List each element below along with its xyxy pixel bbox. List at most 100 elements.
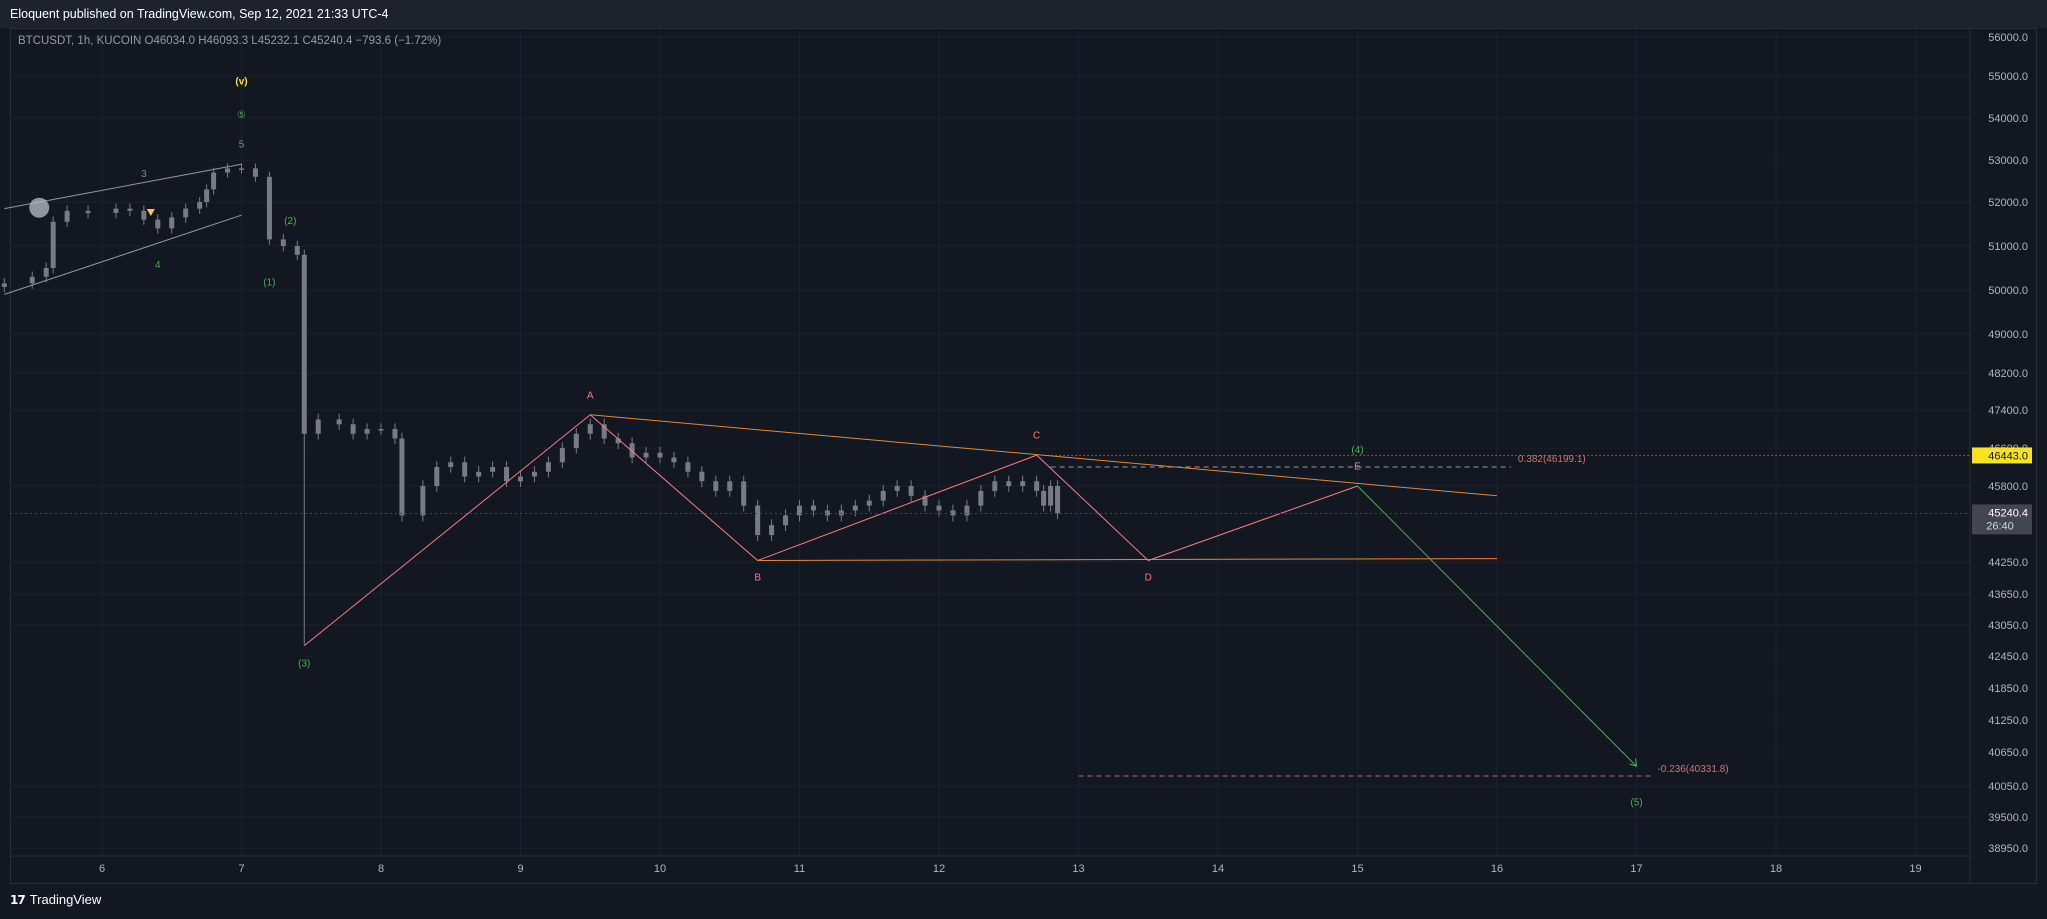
x-tick-label: 8 xyxy=(378,863,384,875)
candle-body xyxy=(392,429,398,439)
candle-body xyxy=(1055,486,1061,514)
candle-body xyxy=(476,471,482,477)
y-tick-label: 49000.0 xyxy=(1988,329,2028,341)
wave-label: (1) xyxy=(263,278,275,289)
candle-body xyxy=(908,486,914,496)
tradingview-logo-icon: 17 xyxy=(10,892,26,907)
y-tick-label: 40050.0 xyxy=(1988,781,2028,793)
candle-body xyxy=(699,471,705,482)
candle-body xyxy=(936,505,942,511)
price-chart[interactable]: 0.382(46199.1) -0.236(40331.8) (v) ⑤ 5 3 4 (2) (… xyxy=(0,0,2047,884)
candle-body xyxy=(204,189,210,202)
candle-body xyxy=(713,481,719,491)
price-level-tag xyxy=(1972,447,2032,464)
wave-label: B xyxy=(754,573,761,584)
candle-body xyxy=(810,505,816,511)
candle-body xyxy=(462,462,468,477)
y-tick-label: 52000.0 xyxy=(1988,197,2028,209)
candle-body xyxy=(504,467,510,482)
candle-body xyxy=(894,486,900,491)
candle-body xyxy=(755,505,761,536)
fib-0382-label: 0.382(46199.1) xyxy=(1518,454,1586,465)
x-tick-label: 15 xyxy=(1351,863,1363,875)
candle-body xyxy=(399,438,405,516)
x-tick-label: 14 xyxy=(1212,863,1224,875)
wave-label: C xyxy=(1033,431,1040,442)
y-tick-label: 38950.0 xyxy=(1988,843,2028,855)
candle-body xyxy=(29,276,35,284)
y-tick-label: 42450.0 xyxy=(1988,651,2028,663)
wave-label: (v) xyxy=(235,76,247,87)
x-tick-label: 17 xyxy=(1630,863,1642,875)
candle-body xyxy=(685,462,691,472)
brand-label: TradingView xyxy=(29,892,102,907)
x-tick-label: 9 xyxy=(517,863,523,875)
y-tick-label: 44250.0 xyxy=(1988,557,2028,569)
wave-label: 5 xyxy=(239,139,245,150)
candle-body xyxy=(183,208,189,218)
candle-body xyxy=(964,505,970,516)
abcde-wave-line xyxy=(303,414,1358,647)
candle-body xyxy=(141,210,147,220)
candle-body xyxy=(1034,481,1040,491)
current-price-tag-text: 45240.4 xyxy=(1988,507,2028,519)
candle-body xyxy=(350,424,356,434)
candle-body xyxy=(601,424,607,439)
candle-body xyxy=(741,481,747,506)
candle-body xyxy=(378,429,384,431)
candle-body xyxy=(448,462,454,467)
candle-body xyxy=(727,481,733,491)
candle-body xyxy=(797,505,802,516)
x-tick-label: 16 xyxy=(1491,863,1503,875)
candle-body xyxy=(531,471,537,477)
projection-arrowhead xyxy=(1629,758,1638,767)
x-tick-label: 12 xyxy=(933,863,945,875)
candle-body xyxy=(211,172,217,190)
y-tick-label: 56000.0 xyxy=(1988,32,2028,44)
candle-body xyxy=(50,221,56,268)
wave-5-projection-line xyxy=(1357,485,1637,767)
candle-body xyxy=(1020,481,1026,486)
y-tick-label: 41250.0 xyxy=(1988,715,2028,727)
y-tick-label: 45800.0 xyxy=(1988,481,2028,493)
y-tick-label: 39500.0 xyxy=(1988,812,2028,824)
candle-body xyxy=(573,433,579,448)
candle-body xyxy=(113,208,119,213)
price-level-tag-text: 46443.0 xyxy=(1988,450,2028,462)
y-tick-label: 50000.0 xyxy=(1988,285,2028,297)
candle-body xyxy=(364,429,370,434)
candles xyxy=(1,163,1061,646)
drawings xyxy=(4,163,1970,777)
candle-body xyxy=(1006,481,1012,486)
wedge-anchor-handle xyxy=(29,197,50,218)
wave-label: (5) xyxy=(1630,798,1642,809)
candle-body xyxy=(629,443,635,458)
y-tick-label: 43650.0 xyxy=(1988,589,2028,601)
candle-body xyxy=(294,246,300,255)
y-tick-label: 48200.0 xyxy=(1988,368,2028,380)
y-tick-label: 51000.0 xyxy=(1988,241,2028,253)
candle-body xyxy=(518,476,523,482)
candle-body xyxy=(239,168,244,170)
candle-body xyxy=(43,268,49,277)
x-tick-label: 11 xyxy=(794,863,805,875)
candle-body xyxy=(950,510,956,516)
triangle-lower-line xyxy=(757,558,1498,562)
candle-body xyxy=(64,210,70,222)
candle-body xyxy=(545,462,551,472)
x-tick-label: 6 xyxy=(99,863,105,875)
candle-body xyxy=(197,202,203,209)
y-tick-label: 43050.0 xyxy=(1988,620,2028,632)
candle-body xyxy=(1,283,7,287)
candle-body xyxy=(1048,486,1054,506)
wave-label: (2) xyxy=(284,216,296,227)
candle-body xyxy=(225,168,231,173)
tradingview-brand[interactable]: 17 TradingView xyxy=(10,892,101,907)
candle-body xyxy=(615,438,621,444)
candle-body xyxy=(783,515,789,526)
candle-body xyxy=(1041,490,1047,506)
wave-label: (4) xyxy=(1351,445,1363,456)
candle-body xyxy=(252,168,258,177)
grid xyxy=(10,28,1970,856)
x-tick-label: 7 xyxy=(238,863,244,875)
